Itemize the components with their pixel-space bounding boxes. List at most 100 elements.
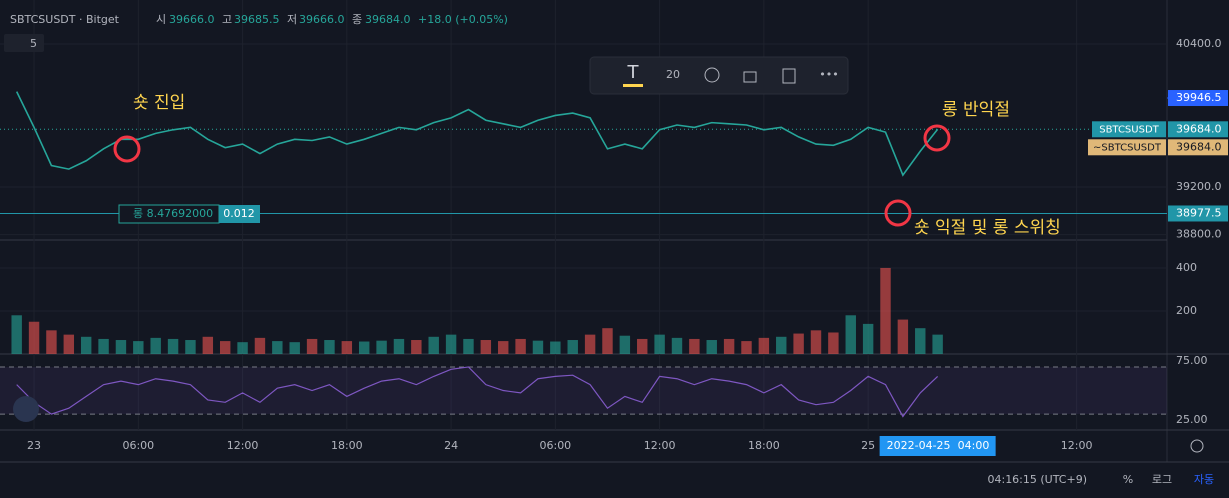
marker-circle bbox=[113, 135, 141, 163]
volume-bar bbox=[411, 340, 422, 354]
volume-bar bbox=[150, 337, 161, 354]
last-price: 39684.0 bbox=[1176, 122, 1222, 135]
volume-bar bbox=[584, 334, 596, 354]
y-tick-label: 25.00 bbox=[1176, 413, 1208, 426]
log-toggle[interactable]: 로그 bbox=[1152, 473, 1172, 486]
price-label-box bbox=[1168, 205, 1228, 222]
volume-bar bbox=[341, 341, 353, 354]
volume-bar bbox=[758, 337, 770, 354]
volume-bar bbox=[741, 341, 752, 354]
y-tick-label: 75.00 bbox=[1176, 354, 1208, 367]
ohlc-label: 고 bbox=[222, 13, 232, 26]
interval[interactable]: 5 bbox=[30, 37, 37, 50]
volume-bar bbox=[272, 341, 283, 354]
volume-bar bbox=[445, 334, 457, 354]
volume-bar bbox=[515, 338, 526, 354]
x-tick-label: 06:00 bbox=[122, 439, 154, 452]
volume-bar bbox=[393, 338, 405, 354]
alt-price: 39684.0 bbox=[1176, 140, 1222, 153]
volume-bar bbox=[654, 334, 665, 354]
volume-bar bbox=[358, 341, 370, 354]
volume-bar bbox=[602, 328, 613, 354]
volume-bar bbox=[706, 340, 717, 354]
y-tick-label: 200 bbox=[1176, 304, 1197, 317]
last-name: SBTCSUSDT bbox=[1099, 124, 1159, 135]
volume-bar bbox=[98, 338, 109, 354]
order-qty-box[interactable] bbox=[219, 205, 260, 223]
volume-bar bbox=[932, 334, 943, 354]
lock-icon[interactable] bbox=[743, 71, 757, 83]
annotation: 숏 진입 bbox=[133, 93, 185, 113]
volume-bar bbox=[723, 338, 735, 354]
volume-bar bbox=[463, 338, 474, 354]
font-size[interactable]: 20 bbox=[666, 68, 680, 81]
price-line bbox=[15, 91, 939, 177]
volume-bar bbox=[498, 341, 509, 354]
y-tick-label: 40400.0 bbox=[1176, 37, 1222, 50]
volume-bar bbox=[532, 340, 544, 354]
volume-bar bbox=[11, 315, 22, 354]
y-tick-label: 400 bbox=[1176, 261, 1197, 274]
change: +18.0 (+0.05%) bbox=[418, 13, 508, 26]
volume-bar bbox=[862, 323, 874, 354]
rsi-band bbox=[0, 366, 1167, 415]
ohlc-value: 39684.0 bbox=[365, 13, 411, 26]
volume-bar bbox=[185, 340, 196, 354]
volume-bar bbox=[46, 330, 57, 354]
volume-bar bbox=[845, 315, 856, 354]
volume-bar bbox=[567, 340, 578, 354]
interval-box[interactable] bbox=[4, 34, 44, 52]
settings-icon[interactable] bbox=[704, 67, 720, 83]
price-label-box bbox=[1168, 90, 1228, 107]
ohlc-value: 39666.0 bbox=[299, 13, 345, 26]
volume-bar bbox=[306, 338, 318, 354]
x-tick-label: 25 bbox=[861, 439, 875, 452]
clock: 04:16:15 (UTC+9) bbox=[987, 473, 1087, 486]
price-label: 39946.5 bbox=[1176, 91, 1222, 104]
volume-bar bbox=[671, 337, 683, 354]
volume-bar bbox=[167, 338, 179, 354]
order-qty[interactable]: 0.012 bbox=[223, 207, 255, 220]
volume-bar bbox=[133, 341, 144, 354]
x-tick-label: 06:00 bbox=[539, 439, 571, 452]
last-name-box bbox=[1092, 121, 1166, 138]
more-icon[interactable]: ••• bbox=[819, 68, 838, 81]
volume-bar bbox=[880, 267, 891, 354]
volume-bar bbox=[289, 342, 300, 354]
ohlc-label: 시 bbox=[156, 13, 166, 26]
cursor-label-box bbox=[879, 436, 996, 456]
x-tick-label: 12:00 bbox=[227, 439, 259, 452]
y-tick-label: 38800.0 bbox=[1176, 228, 1222, 241]
volume-bar bbox=[115, 340, 127, 354]
cursor-time: 04:00 bbox=[958, 439, 990, 452]
marks bbox=[11, 91, 943, 418]
marker-circle bbox=[923, 124, 951, 152]
ohlc-value: 39685.5 bbox=[234, 13, 280, 26]
ohlc-value: 39666.0 bbox=[169, 13, 215, 26]
order-text[interactable]: 롱 8.47692000 bbox=[133, 207, 213, 220]
percent-toggle[interactable]: % bbox=[1123, 473, 1133, 486]
volume-bar bbox=[637, 338, 648, 354]
color-swatch[interactable] bbox=[623, 84, 643, 87]
y-tick-label: 39200.0 bbox=[1176, 180, 1222, 193]
volume-bar bbox=[428, 336, 439, 354]
logo bbox=[13, 396, 39, 422]
delete-icon[interactable] bbox=[782, 68, 796, 84]
auto-toggle[interactable]: 자동 bbox=[1194, 473, 1214, 486]
x-tick-label: 23 bbox=[27, 439, 41, 452]
x-tick-label: 24 bbox=[444, 439, 458, 452]
text-tool[interactable]: T bbox=[627, 62, 640, 83]
volume-bar bbox=[324, 340, 335, 354]
volume-bar bbox=[793, 333, 804, 354]
grid bbox=[0, 0, 1171, 430]
x-tick-label: 18:00 bbox=[748, 439, 780, 452]
x-tick-label: 12:00 bbox=[1061, 439, 1093, 452]
volume-bar bbox=[202, 336, 214, 354]
marker-circle bbox=[884, 199, 912, 227]
settings-icon[interactable] bbox=[1190, 439, 1204, 453]
volume-bar bbox=[689, 338, 700, 354]
volume-bar bbox=[63, 334, 75, 354]
ohlc-label: 저 bbox=[287, 13, 297, 26]
annotation: 롱 반익절 bbox=[942, 100, 1010, 120]
